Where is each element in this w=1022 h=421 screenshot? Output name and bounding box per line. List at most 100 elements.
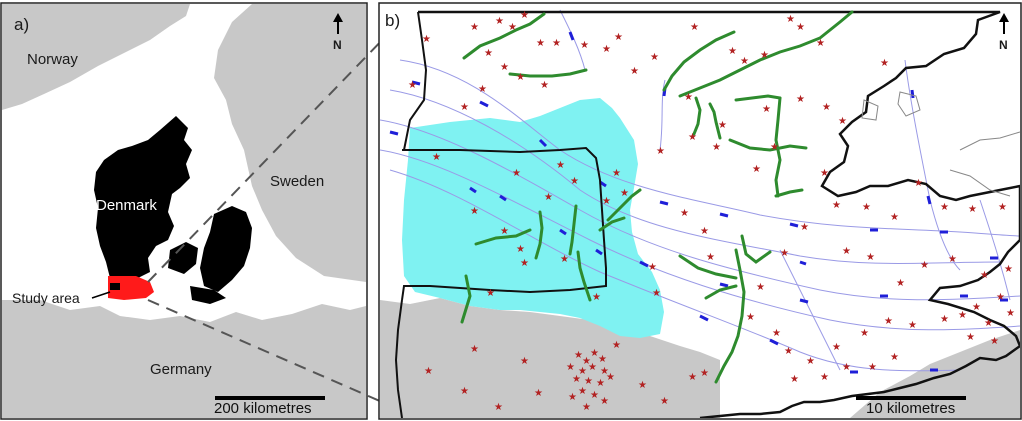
svg-text:★: ★ [432,152,441,163]
svg-text:★: ★ [762,104,771,115]
panel-b-letter-bg [381,8,407,30]
svg-text:★: ★ [984,318,993,329]
panel-b-letter: b) [385,11,400,30]
svg-text:★: ★ [884,316,893,327]
svg-text:★: ★ [838,116,847,127]
flow-dashes [389,31,1008,374]
svg-text:★: ★ [752,164,761,175]
svg-text:★: ★ [740,56,749,67]
label-study-area: Study area [12,290,80,306]
label-denmark: Denmark [96,197,157,214]
svg-text:★: ★ [578,386,587,397]
svg-text:★: ★ [602,196,611,207]
norway-land [2,4,190,110]
svg-text:★: ★ [746,312,755,323]
svg-text:★: ★ [556,160,565,171]
svg-text:★: ★ [700,226,709,237]
north-label-b: N [999,38,1008,52]
svg-text:★: ★ [972,302,981,313]
svg-text:★: ★ [860,328,869,339]
svg-text:★: ★ [570,176,579,187]
svg-text:★: ★ [638,380,647,391]
svg-text:★: ★ [606,372,615,383]
svg-text:★: ★ [820,372,829,383]
svg-text:★: ★ [460,386,469,397]
svg-text:★: ★ [772,328,781,339]
study-area-box [110,283,120,290]
svg-text:★: ★ [796,22,805,33]
inner-boundary [401,146,607,301]
svg-text:★: ★ [832,342,841,353]
svg-text:★: ★ [494,402,503,413]
svg-text:★: ★ [612,168,621,179]
connector-top [147,31,391,283]
svg-text:★: ★ [842,362,851,373]
svg-text:★: ★ [940,314,949,325]
north-arrow-b: N [999,13,1009,52]
svg-text:★: ★ [786,14,795,25]
svg-text:★: ★ [998,202,1007,213]
svg-text:★: ★ [500,62,509,73]
svg-text:★: ★ [862,202,871,213]
denmark-jutland [94,116,192,278]
svg-text:★: ★ [868,362,877,373]
svg-text:★: ★ [820,168,829,179]
denmark-lolland [190,286,226,304]
svg-text:★: ★ [590,348,599,359]
svg-text:★: ★ [544,192,553,203]
svg-text:★: ★ [770,142,779,153]
svg-text:★: ★ [1004,264,1013,275]
svg-text:★: ★ [470,22,479,33]
svg-text:★: ★ [966,332,975,343]
svg-text:★: ★ [958,310,967,321]
svg-text:★: ★ [630,66,639,77]
denmark-funen [168,242,198,274]
svg-text:★: ★ [908,320,917,331]
svg-text:★: ★ [520,258,529,269]
svg-text:★: ★ [800,222,809,233]
svg-text:★: ★ [566,362,575,373]
svg-text:★: ★ [816,38,825,49]
svg-text:★: ★ [718,120,727,131]
svg-text:★: ★ [470,344,479,355]
label-norway: Norway [27,51,78,68]
svg-text:★: ★ [948,254,957,265]
svg-text:★: ★ [516,72,525,83]
germany-land [2,300,366,418]
svg-text:★: ★ [612,340,621,351]
svg-text:★: ★ [796,94,805,105]
denmark-zealand [200,206,252,292]
svg-text:★: ★ [690,22,699,33]
sweden-land [214,4,366,282]
svg-text:★: ★ [688,132,697,143]
svg-text:★: ★ [1006,308,1015,319]
scalebar-b-label: 10 kilometres [866,400,955,417]
svg-text:★: ★ [602,44,611,55]
svg-text:★: ★ [866,252,875,263]
svg-text:★: ★ [568,392,577,403]
svg-text:★: ★ [806,356,815,367]
svg-text:★: ★ [520,10,529,21]
observation-stars: ★ ★ ★ ★ ★ ★ ★ ★ ★ ★ ★ ★ ★ ★ ★ ★ ★ ★ ★ ★ ★ ★ ★ ★ ★ ★ ★ ★ ★ ★ ★ ★… [408,10,1015,413]
svg-text:★: ★ [980,270,989,281]
svg-text:★: ★ [572,374,581,385]
svg-text:★: ★ [574,350,583,361]
north-arrow-a: N [333,13,343,52]
study-area-red [108,276,154,300]
svg-text:★: ★ [516,244,525,255]
svg-text:★: ★ [534,388,543,399]
panel-a-letter: a) [14,15,29,34]
svg-text:★: ★ [880,58,889,69]
svg-text:★: ★ [728,46,737,57]
svg-text:★: ★ [588,362,597,373]
svg-text:★: ★ [756,282,765,293]
svg-text:★: ★ [914,178,923,189]
svg-text:★: ★ [896,278,905,289]
svg-text:★: ★ [500,226,509,237]
svg-text:★: ★ [700,368,709,379]
svg-text:★: ★ [540,80,549,91]
svg-text:★: ★ [680,208,689,219]
svg-text:★: ★ [648,262,657,273]
svg-text:★: ★ [760,50,769,61]
